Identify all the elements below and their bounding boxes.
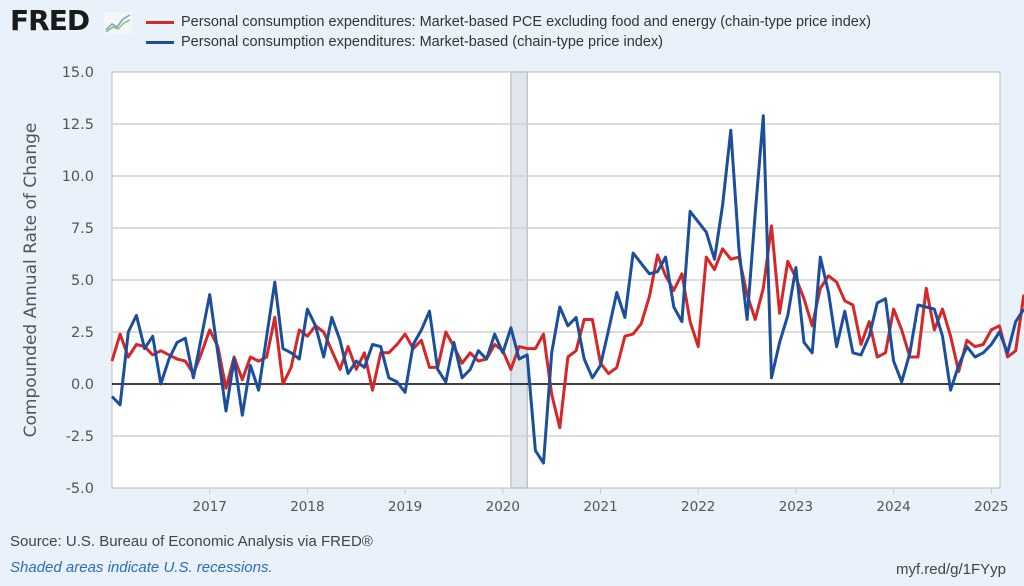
x-tick-label: 2023 [779,499,813,515]
legend-swatch-red [146,20,174,24]
x-tick-label: 2020 [486,499,520,515]
y-tick-label: 0.0 [71,377,94,393]
x-ticks: 2017 2018 2019 2020 2021 2022 2023 2024 2025 [193,488,1008,515]
x-tick-label: 2025 [974,499,1008,515]
legend-swatch-blue [146,40,174,44]
x-tick-label: 2018 [290,499,324,515]
y-tick-label: 2.5 [71,325,94,341]
legend-item-core-pce: Personal consumption expenditures: Marke… [146,14,871,30]
grid-layer [112,123,1000,437]
y-ticks: 15.0 12.5 10.0 7.5 5.0 2.5 0.0 -2.5 -5.0 [62,65,94,497]
x-tick-label: 2019 [388,499,422,515]
y-tick-label: 12.5 [62,117,94,133]
x-tick-label: 2024 [876,499,910,515]
x-tick-label: 2022 [681,499,715,515]
legend-label: Personal consumption expenditures: Marke… [181,14,871,30]
recession-note[interactable]: Shaded areas indicate U.S. recessions. [10,559,273,576]
source-text: Source: U.S. Bureau of Economic Analysis… [10,533,373,550]
x-tick-label: 2021 [583,499,617,515]
y-tick-label: 10.0 [62,169,94,185]
y-tick-label: 15.0 [62,65,94,81]
y-tick-label: 7.5 [71,221,94,237]
series-layer [110,114,1024,465]
y-tick-label: -2.5 [66,429,94,445]
y-tick-label: -5.0 [66,481,94,497]
short-link[interactable]: myf.red/g/1FYyp [895,561,1006,578]
fred-logo: FRED [10,4,90,37]
legend-item-pce: Personal consumption expenditures: Marke… [146,34,663,50]
y-axis-label: Compounded Annual Rate of Change [21,123,41,438]
line-chart-icon [104,12,132,34]
series-line-pce [110,114,1024,465]
y-tick-label: 5.0 [71,273,94,289]
x-tick-label: 2017 [193,499,227,515]
legend-label: Personal consumption expenditures: Marke… [181,34,663,50]
